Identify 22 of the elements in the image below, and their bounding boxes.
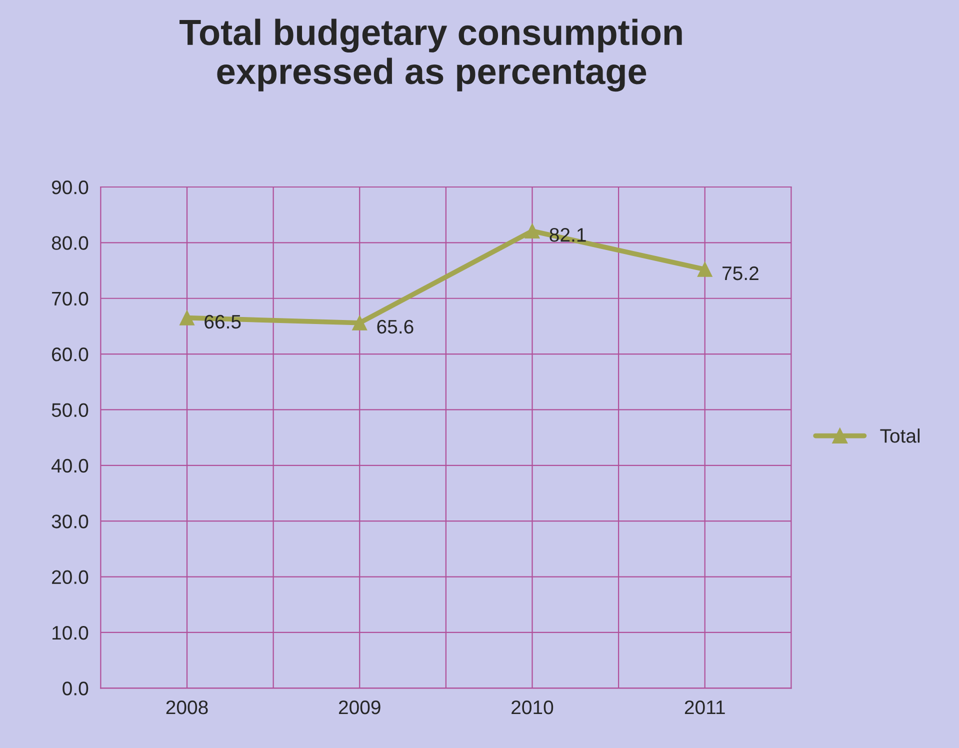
point (697, 262, 712, 277)
point (352, 315, 368, 330)
y-tick-label: 0.0 (62, 682, 88, 696)
y-tick-label: 70.0 (52, 292, 88, 306)
y-tick-label: 30.0 (52, 514, 88, 528)
y-tick-label: 10.0 (52, 626, 88, 640)
chart-title: Total budgetary consumption expressed as percentage (180, 18, 682, 92)
x-tick-label: 2011 (684, 700, 725, 714)
data-label: 75.2 (722, 266, 758, 280)
point (524, 224, 540, 238)
y-tick-label: 80.0 (52, 236, 88, 250)
y-tick-label: 90.0 (52, 180, 88, 194)
y-tick-label: 50.0 (52, 403, 88, 417)
y-tick-label: 20.0 (52, 570, 88, 584)
x-tick-label: 2008 (166, 700, 208, 714)
x-tick-label: 2009 (338, 700, 380, 714)
x-tick-label: 2010 (512, 700, 554, 714)
y-tick-label: 40.0 (51, 458, 88, 473)
point (180, 310, 194, 326)
data-label: 65.6 (377, 320, 414, 334)
legend-label: Total (880, 428, 920, 443)
y-tick-label: 60.0 (52, 348, 88, 362)
